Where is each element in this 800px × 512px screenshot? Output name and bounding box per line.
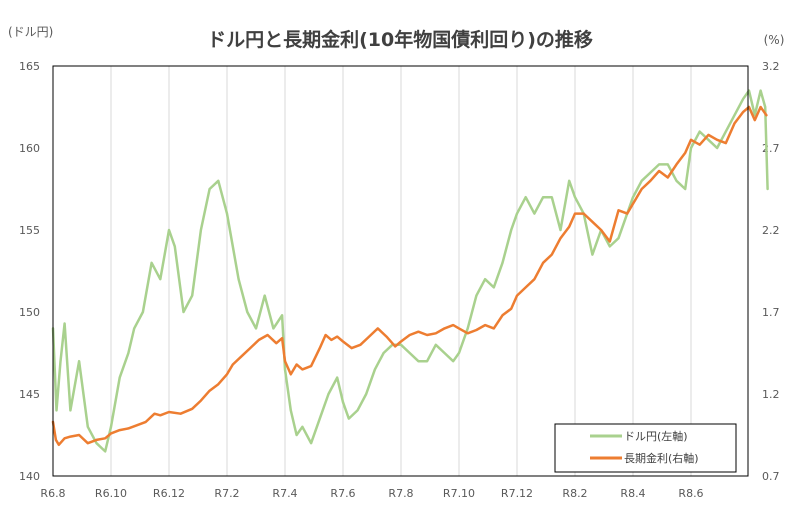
x-tick-label: R7.8 [388,487,413,500]
x-tick-label: R6.12 [153,487,185,500]
legend: ドル円(左軸) 長期金利(右軸) [554,423,737,473]
left-y-tick-label: 160 [19,142,40,155]
left-axis-unit: (ドル円) [8,25,53,39]
jgb10y-line [51,105,768,447]
left-y-tick-label: 155 [19,224,40,237]
right-y-tick-label: 2.7 [762,142,780,155]
x-tick-label: R7.6 [330,487,355,500]
x-tick-label: R6.10 [95,487,127,500]
right-y-tick-label: 2.2 [762,224,780,237]
right-y-tick-label: 3.2 [762,60,780,73]
x-tick-label: R7.12 [501,487,533,500]
x-tick-label: R7.10 [443,487,475,500]
right-y-tick-label: 1.2 [762,388,780,401]
series-lines [51,89,769,453]
right-axis-unit: (%) [764,33,785,47]
x-tick-label: R7.4 [272,487,297,500]
x-axis: R6.8 R6.10 R6.12 R7.2 R7.4 R7.6 R7.8 R7.10 R7.12… [40,487,703,500]
gridlines [110,66,692,476]
plot-area-border [52,65,749,477]
x-tick-label: R6.8 [40,487,65,500]
left-y-tick-label: 150 [19,306,40,319]
right-y-axis: 0.7 1.2 1.7 2.2 2.7 3.2 [762,60,780,483]
chart-title: ドル円と長期金利(10年物国債利回り)の推移 [207,28,593,51]
x-tick-label: R7.2 [214,487,239,500]
usdjpy-line [51,89,769,453]
x-tick-label: R8.2 [562,487,587,500]
right-y-tick-label: 1.7 [762,306,780,319]
left-y-axis: 140 145 150 155 160 165 [19,60,40,483]
legend-box [554,423,737,473]
x-tick-label: R8.4 [620,487,645,500]
right-y-tick-label: 0.7 [762,470,780,483]
left-y-tick-label: 145 [19,388,40,401]
legend-label-jgb10y: 長期金利(右軸) [624,451,699,465]
x-tick-label: R8.6 [678,487,703,500]
left-y-tick-label: 165 [19,60,40,73]
left-y-tick-label: 140 [19,470,40,483]
legend-label-usdjpy: ドル円(左軸) [624,429,688,443]
